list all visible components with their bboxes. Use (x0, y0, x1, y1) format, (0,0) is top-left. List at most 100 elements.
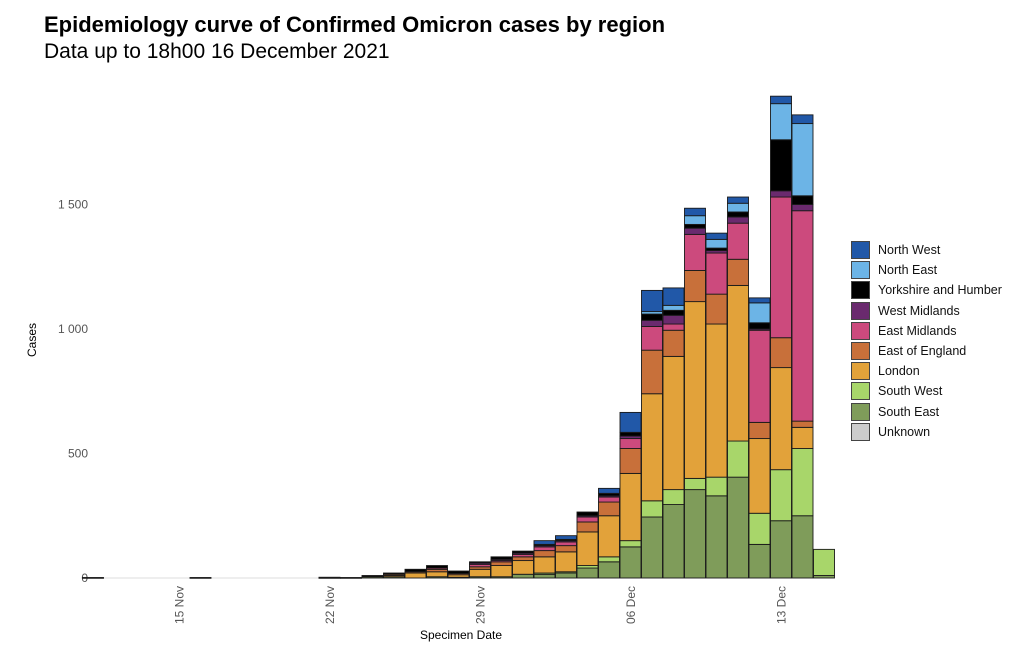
bar-segment-east-midlands (705, 252, 728, 295)
bar-segment-east-of-england (512, 556, 534, 562)
bar-segment-north-west (598, 487, 620, 494)
bar-stack (189, 577, 212, 579)
bar-segment-east-midlands (684, 233, 706, 271)
bar-segment-west-midlands (641, 319, 663, 327)
chart-subtitle: Data up to 18h00 16 December 2021 (44, 40, 390, 63)
bar-segment-yorkshire-and-humber (404, 568, 427, 573)
legend-label: North East (878, 263, 938, 278)
legend-label: East of England (878, 344, 967, 359)
bar-segment-south-east (705, 495, 728, 579)
bar-segment-yorkshire-and-humber (619, 431, 642, 437)
bar-segment-south-east (619, 546, 642, 579)
bar-segment-north-east (727, 202, 749, 213)
bars (82, 95, 835, 579)
bar-segment-east-midlands (533, 546, 556, 552)
bar-segment-north-west (705, 232, 728, 240)
bar-segment-north-west (770, 95, 792, 105)
legend-label: South West (878, 384, 943, 399)
legend-swatch (851, 301, 870, 320)
bar-segment-north-west (727, 196, 749, 204)
bar-stack (533, 540, 556, 579)
bar-segment-london (727, 284, 749, 442)
bar-segment-south-east (748, 543, 771, 579)
bar-segment-east-midlands (576, 516, 599, 523)
x-tick-label: 06 Dec (624, 586, 638, 624)
x-tick-label: 29 Nov (474, 586, 488, 624)
bar-segment-london (662, 355, 685, 491)
legend-label: Unknown (878, 424, 931, 439)
x-tick-label: 15 Nov (173, 586, 187, 624)
bar-stack (641, 289, 663, 579)
bar-segment-yorkshire-and-humber (684, 223, 706, 229)
bar-segment-london (555, 551, 577, 573)
bar-segment-east-midlands (619, 438, 642, 449)
bar-segment-london (791, 426, 814, 449)
bar-segment-north-west (684, 207, 706, 217)
bar-segment-east-of-england (490, 561, 513, 567)
legend-swatch (851, 402, 870, 421)
bar-stack (684, 207, 706, 579)
bar-segment-north-east (748, 302, 771, 324)
bar-segment-north-west (791, 114, 814, 125)
bar-segment-south-west (813, 548, 835, 576)
bar-segment-london (684, 301, 706, 479)
bar-segment-yorkshire-and-humber (469, 561, 491, 564)
legend-item: London (851, 361, 1002, 381)
bar-segment-east-midlands (791, 210, 814, 422)
chart-title: Epidemiology curve of Confirmed Omicron … (44, 12, 666, 37)
bar-segment-east-of-england (619, 448, 642, 474)
bar-segment-east-of-england (555, 545, 577, 553)
bar-segment-london (533, 556, 556, 574)
bar-segment-east-midlands (748, 329, 771, 423)
bar-segment-west-midlands (770, 190, 792, 198)
legend-swatch (851, 382, 870, 401)
bar-segment-north-east (791, 123, 814, 197)
bar-segment-east-midlands (662, 323, 685, 331)
bar-stack (383, 572, 405, 579)
bar-segment-south-west (662, 489, 685, 505)
bar-segment-yorkshire-and-humber (318, 576, 341, 579)
x-axis-label: Specimen Date (420, 628, 502, 642)
legend-item: Yorkshire and Humber (851, 280, 1002, 300)
bar-segment-south-east (791, 515, 814, 579)
bar-segment-london (426, 571, 448, 578)
x-tick-label: 13 Dec (775, 586, 789, 624)
bar-stack (447, 570, 470, 579)
bar-segment-yorkshire-and-humber (490, 556, 513, 560)
bar-segment-east-of-england (748, 421, 771, 440)
bar-stack (82, 577, 104, 579)
y-tick-label: 1 000 (58, 322, 88, 336)
bar-segment-south-east (727, 476, 749, 579)
bar-segment-yorkshire-and-humber (770, 139, 792, 192)
bar-segment-yorkshire-and-humber (662, 309, 685, 316)
bar-segment-north-west (619, 411, 642, 433)
legend-item: East Midlands (851, 321, 1002, 341)
bar-segment-south-west (619, 540, 642, 548)
bar-segment-east-midlands (770, 196, 792, 339)
bar-segment-south-east (340, 577, 362, 579)
bar-segment-north-east (662, 304, 685, 311)
bar-segment-south-west (770, 469, 792, 522)
bar-segment-london (469, 568, 491, 578)
bar-segment-north-east (705, 238, 728, 249)
bar-segment-north-east (684, 215, 706, 225)
bar-segment-london (748, 438, 771, 514)
bar-stack (512, 550, 534, 579)
bar-segment-south-west (705, 476, 728, 497)
bar-segment-south-west (598, 556, 620, 563)
bar-segment-south-east (684, 489, 706, 579)
bar-segment-yorkshire-and-humber (791, 195, 814, 205)
bar-stack (705, 232, 728, 579)
legend-item: West Midlands (851, 301, 1002, 321)
bar-segment-north-west (748, 297, 771, 304)
bar-segment-london (490, 565, 513, 578)
bar-stack (598, 487, 620, 579)
bar-stack (404, 568, 427, 579)
legend-label: West Midlands (878, 303, 960, 318)
bar-stack (770, 95, 792, 579)
bar-segment-south-west (641, 500, 663, 518)
bar-segment-east-of-england (705, 293, 728, 325)
bar-segment-east-midlands (598, 496, 620, 503)
legend-label: North West (878, 243, 941, 258)
bar-segment-east-of-england (598, 501, 620, 517)
